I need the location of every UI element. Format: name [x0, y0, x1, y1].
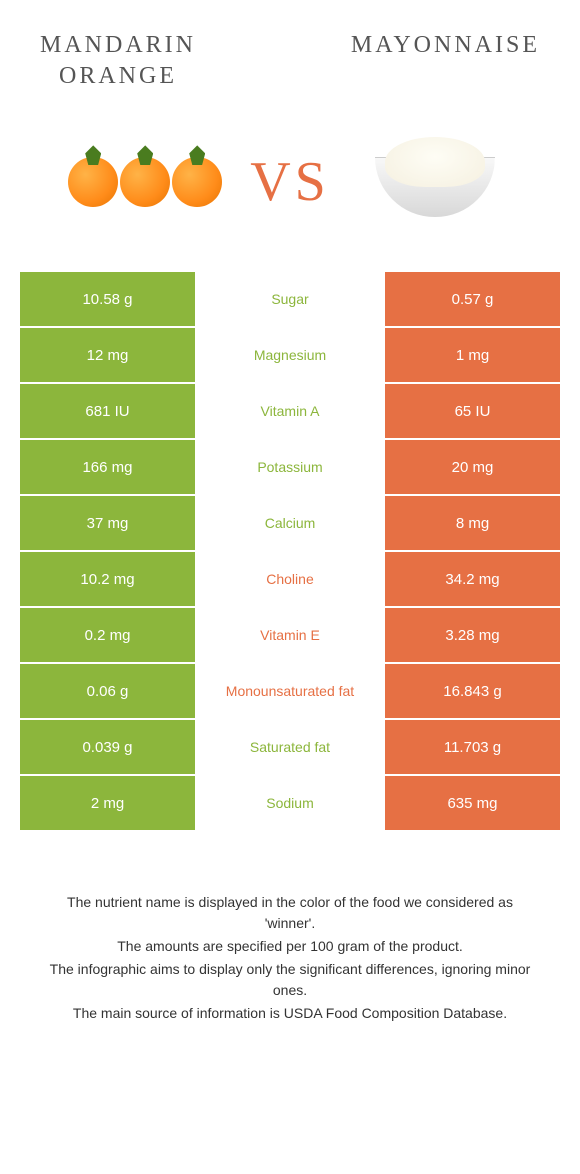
cell-right: 8 mg: [385, 496, 560, 550]
note-line: The infographic aims to display only the…: [40, 959, 540, 1001]
cell-right: 11.703 g: [385, 720, 560, 774]
table-row: 10.2 mgCholine34.2 mg: [20, 552, 560, 608]
cell-right: 1 mg: [385, 328, 560, 382]
note-line: The nutrient name is displayed in the co…: [40, 892, 540, 934]
cell-right: 16.843 g: [385, 664, 560, 718]
cell-left: 10.58 g: [20, 272, 195, 326]
cell-left: 0.039 g: [20, 720, 195, 774]
table-row: 0.06 gMonounsaturated fat16.843 g: [20, 664, 560, 720]
cell-right: 65 IU: [385, 384, 560, 438]
notes-section: The nutrient name is displayed in the co…: [0, 832, 580, 1024]
cell-nutrient: Vitamin E: [195, 608, 385, 662]
cell-right: 635 mg: [385, 776, 560, 830]
food-title-left: MANDARIN ORANGE: [40, 30, 196, 92]
cell-nutrient: Sodium: [195, 776, 385, 830]
cell-nutrient: Vitamin A: [195, 384, 385, 438]
cell-nutrient: Monounsaturated fat: [195, 664, 385, 718]
comparison-table: 10.58 gSugar0.57 g12 mgMagnesium1 mg681 …: [20, 272, 560, 832]
note-line: The main source of information is USDA F…: [40, 1003, 540, 1024]
table-row: 12 mgMagnesium1 mg: [20, 328, 560, 384]
cell-right: 34.2 mg: [385, 552, 560, 606]
table-row: 2 mgSodium635 mg: [20, 776, 560, 832]
cell-left: 166 mg: [20, 440, 195, 494]
table-row: 10.58 gSugar0.57 g: [20, 272, 560, 328]
vs-section: VS: [0, 112, 580, 272]
cell-left: 2 mg: [20, 776, 195, 830]
table-row: 681 IUVitamin A65 IU: [20, 384, 560, 440]
cell-nutrient: Potassium: [195, 440, 385, 494]
cell-left: 0.2 mg: [20, 608, 195, 662]
cell-right: 20 mg: [385, 440, 560, 494]
cell-nutrient: Saturated fat: [195, 720, 385, 774]
table-row: 0.2 mgVitamin E3.28 mg: [20, 608, 560, 664]
table-row: 37 mgCalcium8 mg: [20, 496, 560, 552]
cell-left: 0.06 g: [20, 664, 195, 718]
mayo-image: [350, 122, 520, 242]
header: MANDARIN ORANGE MAYONNAISE: [0, 0, 580, 112]
cell-left: 37 mg: [20, 496, 195, 550]
cell-left: 681 IU: [20, 384, 195, 438]
cell-nutrient: Calcium: [195, 496, 385, 550]
cell-right: 0.57 g: [385, 272, 560, 326]
cell-nutrient: Sugar: [195, 272, 385, 326]
cell-left: 12 mg: [20, 328, 195, 382]
table-row: 0.039 gSaturated fat11.703 g: [20, 720, 560, 776]
note-line: The amounts are specified per 100 gram o…: [40, 936, 540, 957]
cell-nutrient: Choline: [195, 552, 385, 606]
mandarin-image: [60, 122, 230, 242]
cell-left: 10.2 mg: [20, 552, 195, 606]
vs-label: VS: [250, 150, 330, 214]
cell-right: 3.28 mg: [385, 608, 560, 662]
cell-nutrient: Magnesium: [195, 328, 385, 382]
food-title-right: MAYONNAISE: [351, 30, 540, 92]
table-row: 166 mgPotassium20 mg: [20, 440, 560, 496]
